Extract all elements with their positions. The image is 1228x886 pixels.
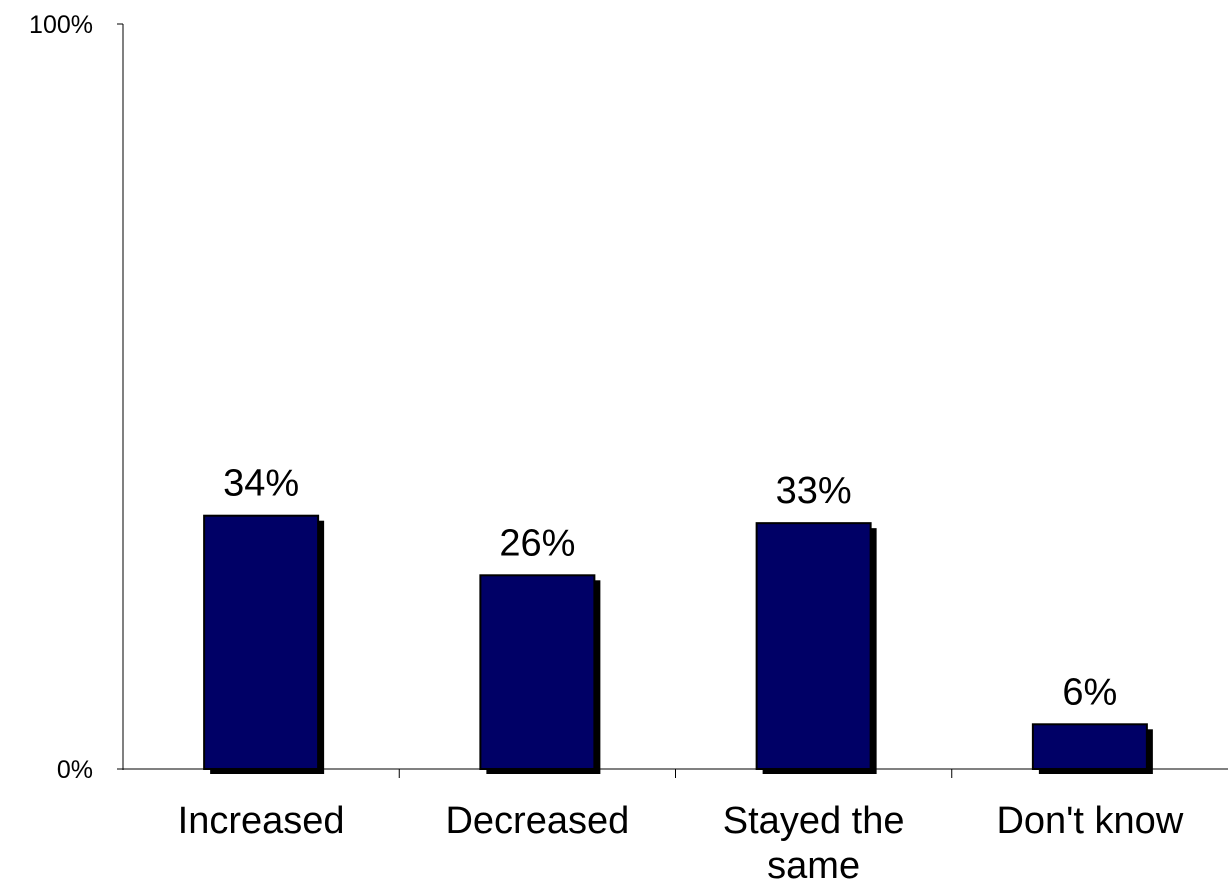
- bar: [479, 574, 596, 770]
- category-label: Increased: [178, 800, 345, 842]
- category-label: Decreased: [445, 800, 629, 842]
- data-labels: 34% 26% 33% 6%: [223, 463, 1117, 714]
- bars: [203, 514, 1153, 774]
- category-label-line: same: [767, 845, 860, 886]
- bar: [1031, 723, 1148, 770]
- bar: [755, 522, 872, 771]
- category-label: Stayed the same: [723, 800, 905, 886]
- data-label: 34%: [223, 463, 299, 505]
- bar: [203, 514, 320, 771]
- category-label: Don't know: [996, 800, 1183, 842]
- y-ticks: 0% 100%: [29, 11, 123, 784]
- data-label: 26%: [499, 522, 575, 564]
- category-label-line: Increased: [178, 800, 345, 842]
- category-label-line: Stayed the: [723, 800, 905, 842]
- y-tick-label: 100%: [29, 11, 93, 39]
- category-label-line: Don't know: [996, 800, 1183, 842]
- x-ticks: Increased Decreased Stayed the same Don't kn…: [178, 769, 1184, 886]
- data-label: 6%: [1062, 671, 1117, 713]
- category-label-line: Decreased: [445, 800, 629, 842]
- data-label: 33%: [776, 470, 852, 512]
- y-tick-label: 0%: [57, 756, 93, 784]
